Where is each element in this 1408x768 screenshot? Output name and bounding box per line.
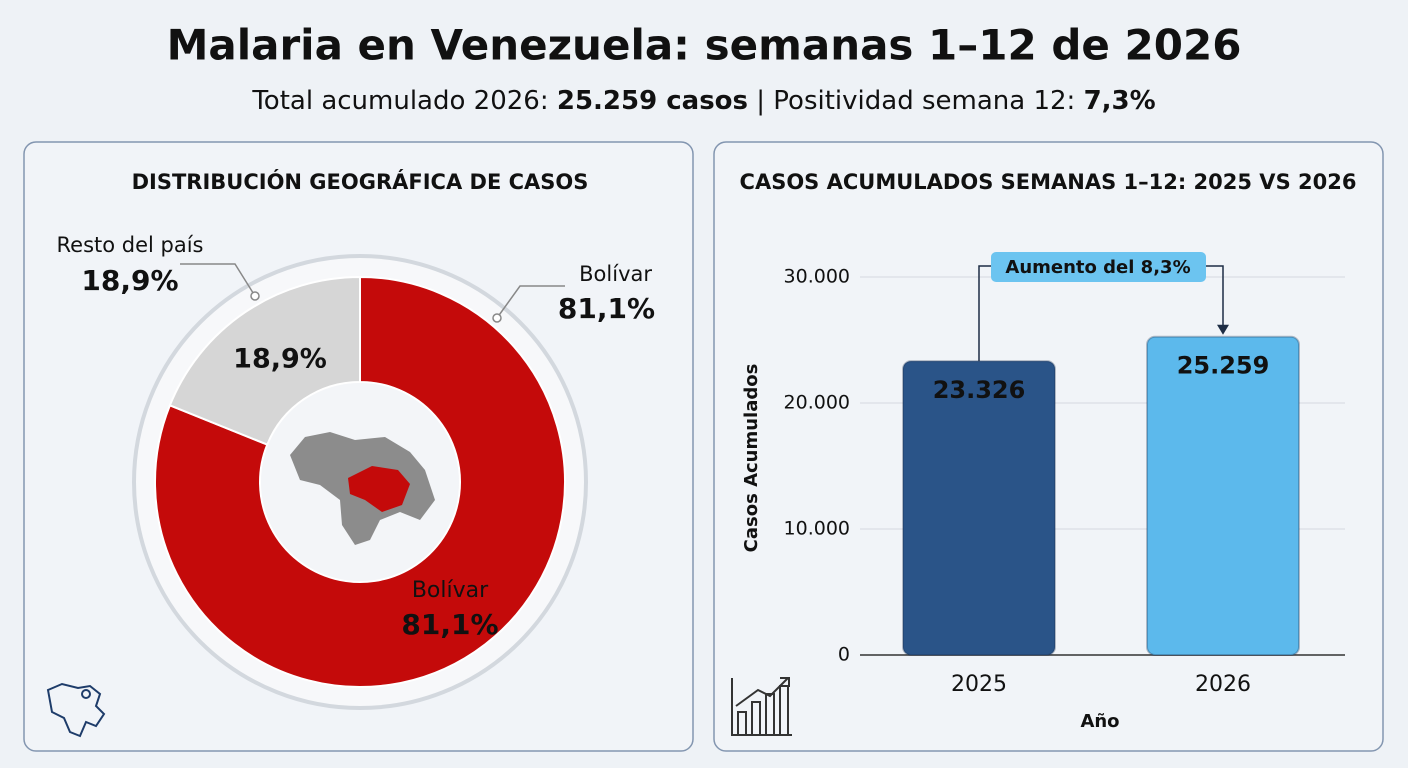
subtitle: Total acumulado 2026: 25.259 casos | Pos…	[251, 86, 1155, 116]
x-tick-label: 2025	[951, 672, 1007, 697]
subtitle-part: | Positividad semana 12:	[748, 86, 1084, 116]
pie-slice	[154, 275, 566, 688]
bolivar-map	[348, 466, 410, 512]
pie-chart: DISTRIBUCIÓN GEOGRÁFICA DE CASOS 18,9% Bol…	[57, 169, 655, 710]
y-tick-label: 30.000	[784, 266, 850, 288]
title: Malaria en Venezuela: semanas 1–12 de 20…	[167, 21, 1242, 70]
y-tick-label: 20.000	[784, 392, 850, 414]
subtitle-part: 7,3%	[1084, 86, 1156, 116]
bar-value-label: 25.259	[1177, 352, 1270, 380]
subtitle-part: 25.259 casos	[557, 86, 748, 116]
callout-category: Resto del país	[57, 233, 204, 257]
callout-dot	[250, 291, 260, 301]
bar	[902, 360, 1056, 656]
chart-title: CASOS ACUMULADOS SEMANAS 1–12: 2025 VS 2…	[740, 170, 1357, 194]
y-tick-label: 0	[838, 644, 850, 666]
bar-chart: CASOS ACUMULADOS SEMANAS 1–12: 2025 VS 2…	[740, 170, 1357, 732]
callout-line	[180, 263, 256, 297]
icon-map	[46, 682, 106, 738]
trend-icon	[731, 677, 792, 736]
callout-value: 18,9%	[81, 264, 178, 297]
map-icon	[46, 682, 106, 738]
y-axis-label: Casos Acumulados	[741, 364, 762, 553]
icon-arrow	[735, 677, 790, 707]
icon-axis	[731, 678, 792, 736]
pie-slice	[168, 275, 361, 446]
slice-category: Bolívar	[412, 578, 489, 603]
slice-label: 81,1%	[401, 608, 498, 641]
x-tick-label: 2026	[1195, 672, 1251, 697]
icon-bars	[737, 685, 789, 734]
annotation-box	[991, 252, 1206, 282]
subtitle-part: Total acumulado 2026:	[251, 86, 557, 116]
chart-title: DISTRIBUCIÓN GEOGRÁFICA DE CASOS	[132, 169, 589, 194]
bar	[1146, 335, 1300, 656]
callout-line	[496, 285, 565, 319]
annotation: Aumento del 8,3%	[1005, 257, 1190, 278]
x-axis-label: Año	[1080, 711, 1119, 732]
callout-category: Bolívar	[579, 262, 652, 286]
y-tick-label: 10.000	[784, 518, 850, 540]
callout-value: 81,1%	[558, 292, 655, 325]
bar-value-label: 23.326	[933, 376, 1026, 404]
callout-dot	[492, 313, 502, 323]
slice-label: 18,9%	[233, 344, 327, 375]
icon-pin	[81, 689, 91, 699]
annotation-arrowhead	[1217, 324, 1229, 335]
